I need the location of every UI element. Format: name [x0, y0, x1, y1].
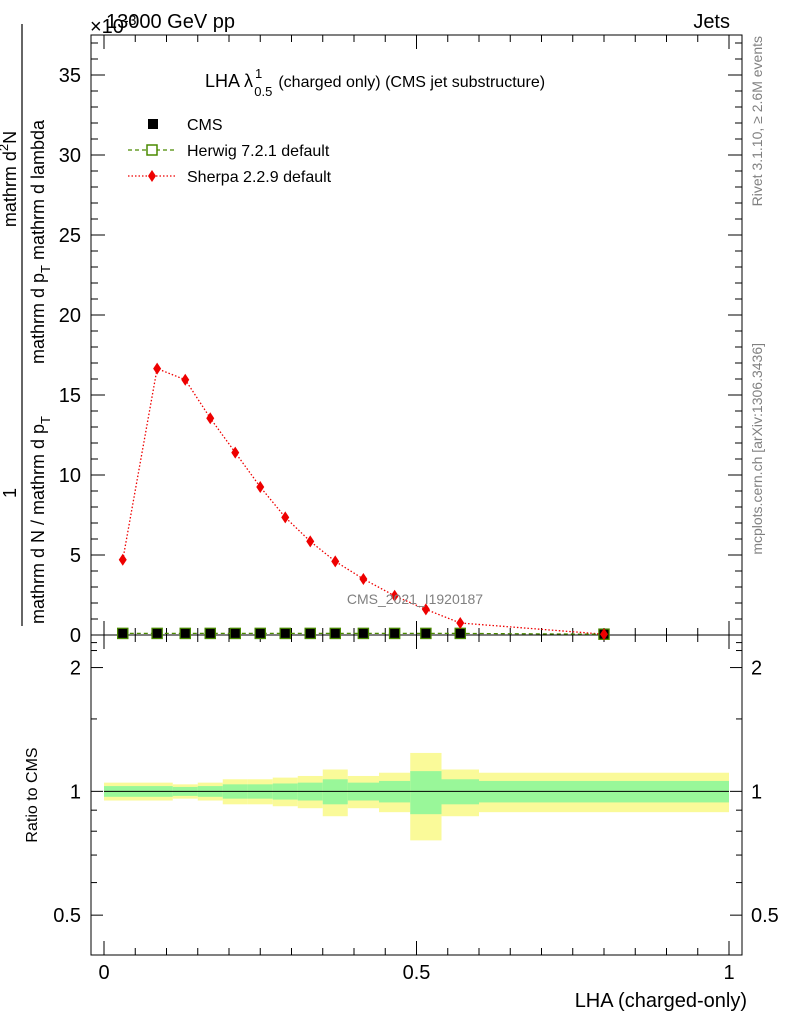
sherpa-point	[118, 553, 127, 566]
cms-point	[255, 628, 265, 638]
sherpa-point	[306, 535, 315, 548]
sherpa-point	[359, 573, 368, 585]
series-group	[117, 362, 610, 641]
ratio-y-axis-label: Ratio to CMS	[24, 747, 41, 842]
sherpa-point	[421, 603, 430, 616]
main-ytick-label: 15	[59, 385, 81, 407]
main-ytick-label: 0	[70, 625, 81, 647]
main-axis: 0 5 10 15 20 25 30 35	[59, 42, 742, 647]
cms-point	[152, 628, 162, 638]
ylabel-numerator: 1	[0, 488, 20, 498]
ratio-ytick-label-right: 1	[751, 781, 762, 803]
x-tick-label: 0	[98, 962, 109, 984]
ratio-ytick-label: 0.5	[53, 905, 81, 927]
mcplots-label: mcplots.cern.ch [arXiv:1306.3436]	[749, 343, 765, 555]
legend: CMS Herwig 7.2.1 default Sherpa 2.2.9 de…	[128, 117, 332, 186]
rivet-label: Rivet 3.1.10, ≥ 2.6M events	[749, 36, 765, 206]
sherpa-point	[281, 511, 290, 524]
analysis-watermark: CMS_2021_I1920187	[347, 591, 483, 607]
main-ytick-label: 25	[59, 225, 81, 247]
sherpa-point	[206, 412, 215, 425]
ratio-ytick-label: 2	[70, 658, 81, 680]
sherpa-point	[231, 446, 240, 459]
sherpa-point	[600, 628, 608, 641]
main-ytick-label: 5	[70, 545, 81, 567]
cms-point	[118, 628, 128, 638]
sherpa-point	[331, 555, 340, 568]
sherpa-point	[153, 362, 162, 375]
ratio-axis: 0.5 0.51 12 20 0.5 1	[53, 35, 779, 984]
main-ytick-label: 20	[59, 305, 81, 327]
main-ytick-label: 10	[59, 465, 81, 487]
legend-label-cms: CMS	[187, 117, 223, 134]
main-ytick-label: 35	[59, 65, 81, 87]
main-y-axis-label: 1 mathrm d N / mathrm d pT mathrm d2N ma…	[0, 24, 53, 626]
sherpa-point	[256, 481, 265, 493]
legend-marker-sherpa	[148, 170, 156, 182]
cms-point	[180, 628, 190, 638]
sherpa-point	[390, 589, 399, 602]
legend-entry-cms: CMS	[148, 117, 223, 134]
ylabel-frac2-numerator: mathrm d2N	[0, 131, 20, 227]
x-tick-label: 0.5	[403, 962, 431, 984]
ratio-inner-band	[410, 771, 442, 815]
x-axis-label: LHA (charged-only)	[575, 990, 747, 1012]
main-ytick-label: 30	[59, 145, 81, 167]
y-multiplier: ×10-3	[90, 12, 137, 38]
legend-label-sherpa: Sherpa 2.2.9 default	[187, 169, 332, 186]
legend-marker-herwig	[146, 144, 158, 156]
ylabel-denominator: mathrm d N / mathrm d pT	[28, 416, 53, 624]
ratio-ytick-label: 1	[70, 781, 81, 803]
legend-marker-cms	[148, 119, 158, 129]
ratio-bands	[104, 752, 729, 841]
x-tick-label: 1	[723, 962, 734, 984]
energy-label: 13000 GeV pp	[106, 11, 235, 33]
sherpa-point	[456, 617, 465, 629]
sherpa-point	[181, 373, 190, 386]
cms-point	[330, 628, 340, 638]
process-label: Jets	[693, 11, 730, 33]
cms-point	[305, 628, 315, 638]
legend-entry-sherpa: Sherpa 2.2.9 default	[128, 169, 332, 186]
cms-point	[205, 628, 215, 638]
ylabel-frac2-denominator: mathrm d pT mathrm d lambda	[28, 119, 53, 364]
sherpa-series-line	[122, 367, 605, 635]
ratio-ytick-label-right: 0.5	[751, 905, 779, 927]
cms-point	[280, 628, 290, 638]
cms-point	[421, 628, 431, 638]
cms-point	[230, 628, 240, 638]
ratio-ytick-label-right: 2	[751, 658, 762, 680]
plot-title: LHA λ 1 0.5(charged only) (CMS jet substru…	[205, 66, 545, 99]
legend-label-herwig: Herwig 7.2.1 default	[187, 143, 330, 160]
cms-point	[358, 628, 368, 638]
legend-entry-herwig: Herwig 7.2.1 default	[128, 143, 330, 160]
cms-point	[390, 628, 400, 638]
cms-point	[455, 628, 465, 638]
